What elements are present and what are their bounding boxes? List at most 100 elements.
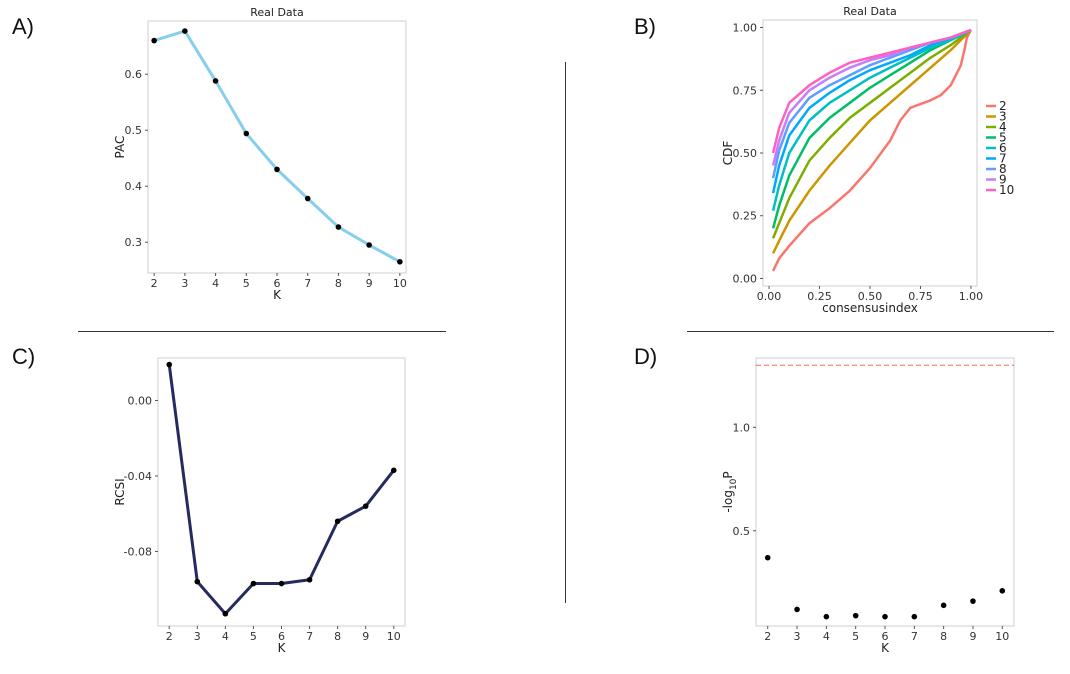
chart-a-xtick-label: 9 bbox=[366, 277, 373, 290]
chart-d-xtick-label: 4 bbox=[823, 630, 830, 643]
chart-d-xtick-label: 9 bbox=[969, 630, 976, 643]
vertical-divider bbox=[565, 62, 566, 603]
chart-c-point bbox=[194, 578, 201, 585]
chart-b-series-line-6 bbox=[771, 28, 972, 212]
chart-c-ytick-label: -0.04 bbox=[124, 470, 152, 483]
chart-b-xtick-label: 0.50 bbox=[858, 290, 883, 303]
chart-a-title: Real Data bbox=[250, 6, 303, 19]
chart-a-xtick-label: 10 bbox=[393, 277, 407, 290]
chart-b-legend-label: 4 bbox=[999, 120, 1007, 134]
chart-b-legend-label: 8 bbox=[999, 162, 1007, 176]
chart-c-point bbox=[166, 361, 173, 368]
chart-a-ylabel: PAC bbox=[113, 136, 127, 159]
chart-c-xtick-label: 3 bbox=[194, 630, 201, 643]
chart-b-legend-label: 7 bbox=[999, 152, 1007, 166]
chart-d-xtick-label: 8 bbox=[940, 630, 947, 643]
chart-d-point bbox=[882, 613, 888, 620]
chart-a: 2 3 4 5 6 7 8 9 10 0.3 0.4 0.5 0.6 Real Data K PAC bbox=[113, 6, 407, 302]
horizontal-divider-left bbox=[78, 331, 446, 332]
chart-d-xtick-label: 2 bbox=[764, 630, 771, 643]
chart-d-point bbox=[764, 554, 771, 561]
panel-label-a: A) bbox=[12, 14, 34, 39]
chart-c-xtick-label: 6 bbox=[278, 630, 285, 643]
chart-a-xlabel: K bbox=[273, 288, 282, 302]
chart-a-point bbox=[397, 259, 403, 265]
chart-b-ytick-label: 1.00 bbox=[733, 22, 758, 35]
chart-c-xtick-label: 5 bbox=[250, 630, 257, 643]
chart-a-xtick-label: 8 bbox=[335, 277, 342, 290]
chart-d-xtick-label: 3 bbox=[794, 630, 801, 643]
chart-a-xtick-label: 6 bbox=[274, 277, 281, 290]
chart-a-point bbox=[212, 78, 219, 84]
chart-a-point bbox=[366, 242, 372, 248]
chart-a-point bbox=[335, 224, 342, 230]
chart-a-point bbox=[243, 130, 250, 137]
chart-c-point bbox=[278, 580, 285, 587]
chart-a-xtick-label: 3 bbox=[181, 277, 188, 290]
chart-d: 2 3 4 5 6 7 8 9 10 0.5 1.0 K -log10P bbox=[721, 357, 1015, 655]
horizontal-divider-right bbox=[687, 331, 1054, 332]
chart-b-ytick-label: 0.50 bbox=[733, 147, 758, 160]
chart-b-xtick-label: 1.00 bbox=[959, 290, 984, 303]
chart-a-point bbox=[304, 195, 311, 202]
chart-a-point bbox=[274, 166, 280, 173]
chart-b-xtick-label: 0.00 bbox=[757, 290, 782, 303]
chart-c-xtick-label: 7 bbox=[306, 630, 313, 643]
chart-b-ytick-label: 0.25 bbox=[733, 210, 758, 223]
panel-label-d: D) bbox=[634, 344, 658, 369]
chart-b-legend-label: 6 bbox=[999, 141, 1007, 155]
chart-c-point bbox=[390, 467, 397, 474]
chart-d-xtick-label: 7 bbox=[911, 630, 918, 643]
chart-c: 2 3 4 5 6 7 8 9 10 0.00 -0.04 -0.08 K RCSI bbox=[113, 357, 406, 655]
chart-c-xlabel: K bbox=[278, 641, 287, 655]
chart-d-ylabel: -log10P bbox=[721, 471, 739, 512]
chart-b-legend-label: 9 bbox=[999, 173, 1007, 187]
chart-d-plot-area bbox=[755, 357, 1015, 627]
chart-b-xtick-label: 0.25 bbox=[807, 290, 832, 303]
chart-d-xtick-label: 10 bbox=[995, 630, 1009, 643]
chart-a-ytick-label: 0.4 bbox=[125, 180, 143, 193]
panel-label-c: C) bbox=[12, 344, 36, 369]
chart-a-ytick-label: 0.3 bbox=[125, 236, 143, 249]
chart-d-point bbox=[823, 613, 830, 620]
chart-b-ylabel: CDF bbox=[721, 141, 735, 166]
chart-d-xlabel: K bbox=[881, 641, 890, 655]
chart-c-point bbox=[306, 576, 313, 583]
chart-b-legend-label: 3 bbox=[999, 110, 1007, 124]
chart-c-point bbox=[362, 503, 369, 509]
chart-b-series-line-7 bbox=[771, 28, 972, 194]
chart-b-title: Real Data bbox=[843, 5, 896, 18]
chart-a-xtick-label: 5 bbox=[243, 277, 250, 290]
chart-b-ytick-label: 0.00 bbox=[733, 272, 758, 285]
chart-c-ytick-label: 0.00 bbox=[128, 394, 153, 407]
chart-c-xtick-label: 8 bbox=[334, 630, 341, 643]
chart-b: 0.00 0.25 0.50 0.75 1.00 0.00 0.25 0.50 0.75 1.00… bbox=[721, 5, 1014, 315]
chart-b-legend-label: 2 bbox=[999, 99, 1007, 113]
chart-c-point bbox=[250, 580, 257, 587]
chart-b-legend-label: 5 bbox=[999, 131, 1007, 145]
chart-d-xtick-label: 6 bbox=[882, 630, 889, 643]
chart-b-series-line-5 bbox=[771, 28, 972, 229]
chart-c-ylabel: RCSI bbox=[113, 478, 127, 505]
panel-label-b: B) bbox=[634, 14, 656, 39]
chart-d-point bbox=[794, 606, 800, 613]
chart-d-ytick-label: 1.0 bbox=[733, 421, 751, 434]
chart-a-point bbox=[182, 28, 188, 34]
chart-d-point bbox=[911, 613, 918, 620]
chart-c-xtick-label: 10 bbox=[387, 630, 401, 643]
chart-a-xtick-label: 2 bbox=[151, 277, 158, 290]
chart-b-xtick-label: 0.75 bbox=[908, 290, 933, 303]
chart-c-ytick-label: -0.08 bbox=[124, 545, 152, 558]
chart-d-point bbox=[852, 612, 859, 619]
chart-c-xtick-label: 4 bbox=[222, 630, 229, 643]
chart-b-series-line-4 bbox=[771, 29, 972, 239]
chart-b-series-line-3 bbox=[771, 29, 972, 254]
chart-a-ytick-label: 0.5 bbox=[125, 124, 143, 137]
chart-d-point bbox=[940, 602, 947, 609]
chart-b-xlabel: consensusindex bbox=[822, 301, 918, 315]
chart-d-point bbox=[999, 588, 1006, 594]
chart-a-plot-area bbox=[147, 20, 407, 274]
chart-a-xtick-label: 4 bbox=[212, 277, 219, 290]
chart-c-xtick-label: 2 bbox=[166, 630, 173, 643]
